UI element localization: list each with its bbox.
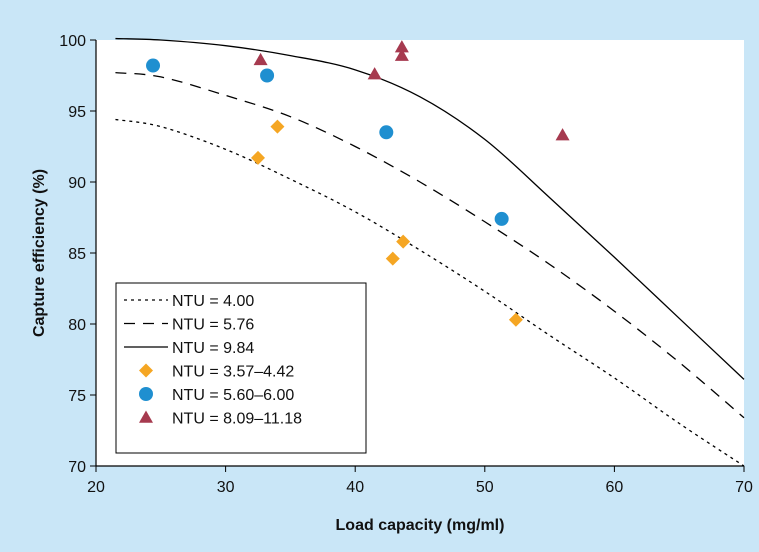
legend-box [115, 282, 367, 454]
circle-point-2-1 [146, 58, 161, 73]
legend-diamond-swatch [139, 363, 153, 378]
x-axis-title: Load capacity (mg/ml) [336, 517, 505, 534]
legend-label: NTU = 4.00 [172, 293, 254, 310]
data-points [146, 40, 570, 327]
triangle-point-3-5 [555, 128, 570, 141]
diamond-point-1-2 [270, 119, 285, 134]
x-tick-label: 30 [217, 479, 235, 496]
y-tick-label: 95 [68, 104, 86, 121]
triangle-point-3-4 [394, 48, 409, 61]
model-lines [115, 37, 745, 467]
legend-label: NTU = 5.60–6.00 [172, 387, 294, 404]
legend-circle-swatch [139, 387, 153, 401]
x-tick-label: 20 [87, 479, 105, 496]
diamond-point-1-4 [396, 234, 411, 249]
legend: NTU = 4.00 NTU = 5.76 NTU = 9.84 NTU = 3.57… [115, 282, 367, 454]
x-tick-label: 60 [606, 479, 624, 496]
diamond-point-1-3 [385, 251, 400, 266]
triangle-point-3-2 [367, 67, 382, 80]
y-tick-label: 80 [68, 317, 86, 334]
circle-point-2-4 [494, 211, 509, 226]
y-axis-title: Capture efficiency (%) [31, 169, 48, 337]
x-tick-label: 70 [735, 479, 753, 496]
legend-label: NTU = 8.09–11.18 [172, 411, 302, 428]
legend-label: NTU = 9.84 [172, 340, 254, 357]
model-line-1 [115, 118, 745, 467]
model-line-2 [115, 72, 745, 419]
x-tick-label: 50 [476, 479, 494, 496]
model-line-3 [115, 37, 745, 380]
triangle-point-3-1 [253, 52, 268, 66]
legend-label: NTU = 3.57–4.42 [172, 364, 294, 381]
y-tick-label: 90 [68, 175, 86, 192]
x-tick-label: 40 [346, 479, 364, 496]
y-tick-label: 70 [68, 459, 86, 476]
circle-point-2-2 [260, 68, 275, 83]
legend-triangle-swatch [139, 410, 153, 423]
circle-point-2-3 [379, 125, 394, 140]
diamond-point-1-1 [251, 150, 265, 165]
y-tick-label: 85 [68, 246, 86, 263]
y-tick-label: 100 [59, 33, 86, 50]
y-tick-label: 75 [68, 388, 86, 405]
axis-ticks: 20 30 40 50 60 70 70 75 80 85 90 95 100 [59, 33, 753, 496]
legend-label: NTU = 5.76 [172, 317, 254, 334]
diamond-point-1-5 [508, 312, 523, 327]
triangle-point-3-3 [394, 40, 409, 53]
